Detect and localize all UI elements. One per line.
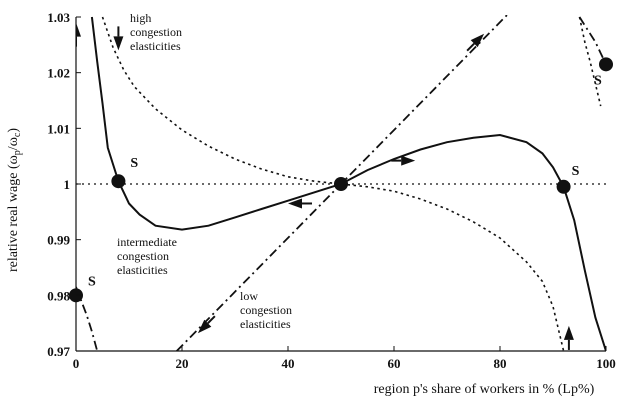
arrow-right-4 <box>401 155 416 166</box>
y-axis-title-sub1: p <box>12 150 23 155</box>
annotation-2-line-2: congestion <box>117 249 169 263</box>
y-axis-title-mid: /ω <box>6 137 21 150</box>
stable-point-3 <box>334 177 348 191</box>
x-tick-label-100: 100 <box>596 356 616 371</box>
arrow-down-1 <box>113 36 124 51</box>
series-solid-line-3 <box>90 16 606 351</box>
arrow-up-2 <box>76 22 81 37</box>
arrow-down-left-6 <box>197 319 212 334</box>
stable-label-s-1: S <box>88 274 96 289</box>
annotation-3-line-1: low <box>240 289 258 303</box>
annotation-2-line-1: intermediate <box>117 235 177 249</box>
y-tick-label-1.02: 1.02 <box>47 66 70 81</box>
annotation-1: high congestion elasticities <box>130 11 182 53</box>
annotation-1-line-1: high <box>130 11 151 25</box>
y-axis-title-sub2: c <box>12 132 23 137</box>
x-tick-label-20: 20 <box>176 356 189 371</box>
annotation-3-line-2: congestion <box>240 303 292 317</box>
series-dotted-line-1 <box>101 16 565 351</box>
y-axis-title-end: ) <box>6 128 21 133</box>
x-axis-title: region p's share of workers in % (Lp%) <box>374 382 595 397</box>
y-tick-label-1: 1 <box>64 177 71 192</box>
arrow-shaft-6 <box>207 315 216 324</box>
stable-point-4 <box>556 179 571 194</box>
annotation-1-line-3: elasticities <box>130 39 181 53</box>
arrow-left-3 <box>288 198 302 209</box>
stable-label-s-2: S <box>130 156 138 171</box>
y-tick-label-1.03: 1.03 <box>47 10 70 25</box>
series-dashdot-line-6 <box>578 16 606 65</box>
x-tick-label-0: 0 <box>73 356 80 371</box>
arrow-up-7 <box>563 325 574 340</box>
arrow-up-right-5 <box>470 33 485 48</box>
annotation-2-line-3: elasticities <box>117 263 168 277</box>
stable-point-5 <box>599 57 613 72</box>
annotation-1-line-2: congestion <box>130 25 182 39</box>
x-tick-label-80: 80 <box>494 356 507 371</box>
stable-point-2 <box>111 174 126 189</box>
x-tick-label-40: 40 <box>282 356 295 371</box>
annotation-2: intermediate congestion elasticities <box>117 235 177 277</box>
y-tick-label-0.99: 0.99 <box>47 233 70 248</box>
x-tick-label-60: 60 <box>388 356 401 371</box>
stable-label-s-4: S <box>572 164 580 179</box>
annotation-3-line-3: elasticities <box>240 317 291 331</box>
y-tick-label-0.97: 0.97 <box>47 344 70 359</box>
annotation-3: low congestion elasticities <box>240 289 292 331</box>
stable-label-s-5: S <box>594 73 602 88</box>
y-axis-title: relative real wage (ωp/ωc) <box>6 128 23 272</box>
y-tick-label-1.01: 1.01 <box>47 121 70 136</box>
series-dotted-line-2 <box>578 16 602 107</box>
arrow-shaft-5 <box>466 42 475 52</box>
y-axis-title-main: relative real wage (ω <box>6 155 21 272</box>
y-tick-label-0.98: 0.98 <box>47 288 70 303</box>
